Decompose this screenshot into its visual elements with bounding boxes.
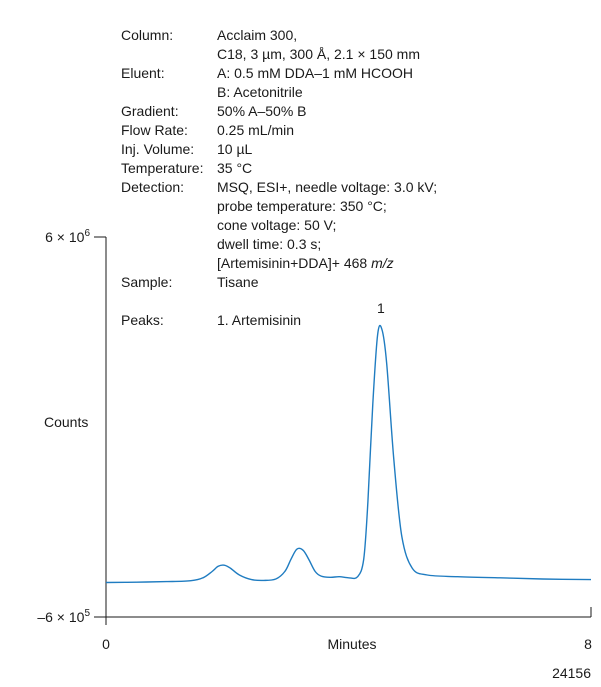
info-label-3: Flow Rate: [121, 122, 188, 138]
info-value-2-0: 50% A–50% B [217, 103, 307, 119]
y-tick-label-top: 6 × 106 [45, 228, 90, 245]
info-label-2: Gradient: [121, 103, 179, 119]
info-value-4-0: 10 µL [217, 141, 253, 157]
info-value-0-1: C18, 3 µm, 300 Å, 2.1 × 150 mm [217, 46, 420, 62]
info-value-3-0: 0.25 mL/min [217, 122, 295, 138]
info-label-8: Peaks: [121, 312, 164, 328]
series-line-0 [105, 324, 592, 584]
info-value-6-1: probe temperature: 350 °C; [217, 198, 387, 214]
info-value-6-2: cone voltage: 50 V; [217, 217, 337, 233]
info-value-7-0: Tisane [217, 274, 259, 290]
info-value-0-0: Acclaim 300, [217, 27, 298, 43]
info-label-5: Temperature: [121, 160, 204, 176]
info-label-4: Inj. Volume: [121, 141, 195, 157]
info-value-5-0: 35 °C [217, 160, 253, 176]
info-value-6-0: MSQ, ESI+, needle voltage: 3.0 kV; [217, 179, 438, 195]
y-tick-label-bottom: –6 × 105 [37, 608, 90, 625]
info-value-1-0: A: 0.5 mM DDA–1 mM HCOOH [217, 65, 414, 81]
x-axis-label: Minutes [327, 636, 376, 652]
info-value-1-1: B: Acetonitrile [217, 84, 303, 100]
info-label-0: Column: [121, 27, 174, 43]
info-value-6-3: dwell time: 0.3 s; [217, 236, 322, 252]
info-label-7: Sample: [121, 274, 173, 290]
x-tick-label-8: 8 [584, 636, 592, 652]
peak-label-1: 1 [377, 300, 385, 316]
plot-area: 1 [105, 300, 592, 584]
figure-code: 24156 [552, 665, 591, 681]
y-axis-label: Counts [44, 414, 88, 430]
info-value-6-4: [Artemisinin+DDA]+ 468 m/z [217, 255, 394, 271]
info-value-8-0: 1. Artemisinin [217, 312, 302, 328]
x-tick-label-0: 0 [102, 636, 110, 652]
info-label-6: Detection: [121, 179, 185, 195]
axes: 6 × 106 –6 × 105 0 8 [37, 228, 592, 652]
info-label-1: Eluent: [121, 65, 165, 81]
